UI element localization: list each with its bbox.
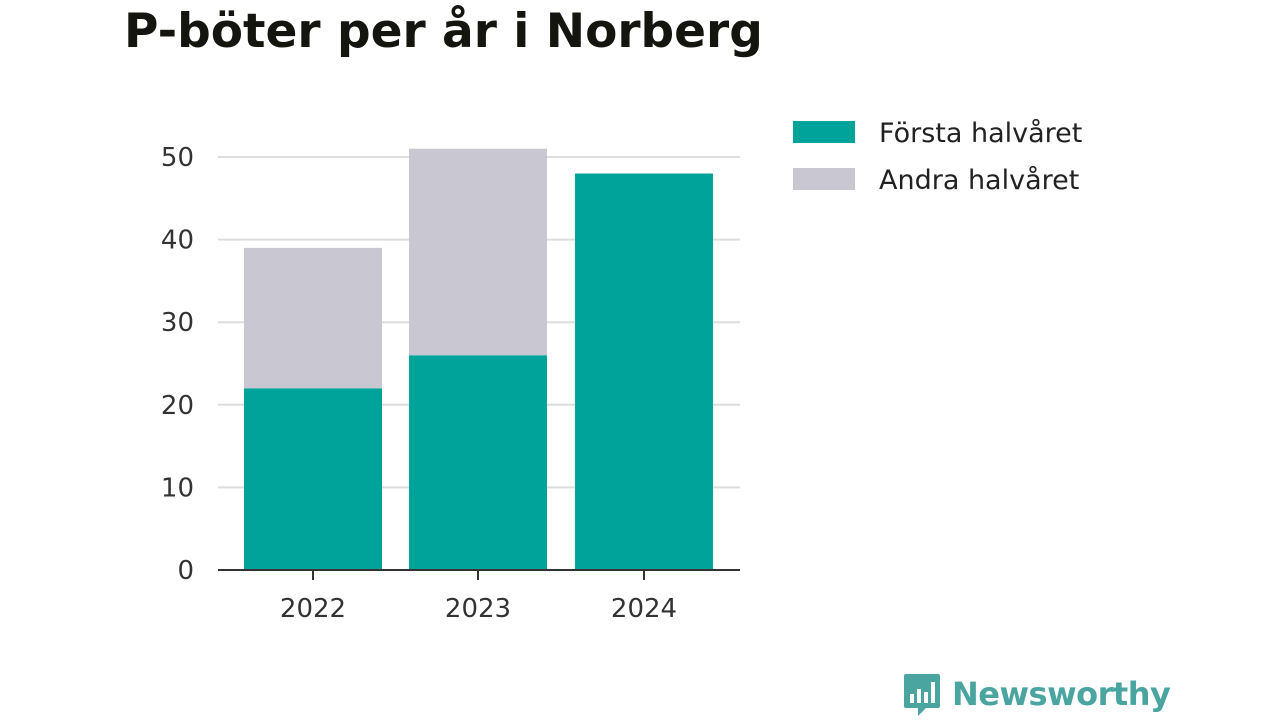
x-tick-label: 2022 bbox=[280, 594, 346, 624]
y-tick-label: 50 bbox=[161, 143, 194, 173]
bar-2023-series-2 bbox=[409, 148, 547, 356]
legend-label-1: Första halvåret bbox=[879, 118, 1082, 149]
y-tick-label: 40 bbox=[161, 226, 194, 256]
legend: Första halvåret Andra halvåret bbox=[793, 118, 1082, 196]
newsworthy-logo-icon bbox=[904, 674, 940, 716]
axes: 0 10 20 30 40 50 2022 2023 2024 bbox=[161, 143, 740, 624]
legend-label-2: Andra halvåret bbox=[879, 165, 1079, 196]
chart-title: P-böter per år i Norberg bbox=[124, 4, 763, 59]
brand-name: Newsworthy bbox=[952, 675, 1171, 713]
legend-swatch-2 bbox=[793, 168, 855, 190]
bars bbox=[244, 148, 713, 570]
brand-logo: Newsworthy bbox=[902, 670, 1171, 718]
bar-2022-series-2 bbox=[244, 247, 382, 389]
bar-2024-series-1 bbox=[575, 173, 713, 570]
y-tick-label: 20 bbox=[161, 391, 194, 421]
legend-swatch-1 bbox=[793, 121, 855, 143]
y-tick-label: 0 bbox=[177, 556, 194, 586]
y-tick-label: 10 bbox=[161, 473, 194, 503]
x-tick-label: 2024 bbox=[611, 594, 677, 624]
y-tick-label: 30 bbox=[161, 308, 194, 338]
bar-2023-series-1 bbox=[409, 355, 547, 570]
x-tick-label: 2023 bbox=[445, 594, 511, 624]
bar-2022-series-1 bbox=[244, 388, 382, 570]
